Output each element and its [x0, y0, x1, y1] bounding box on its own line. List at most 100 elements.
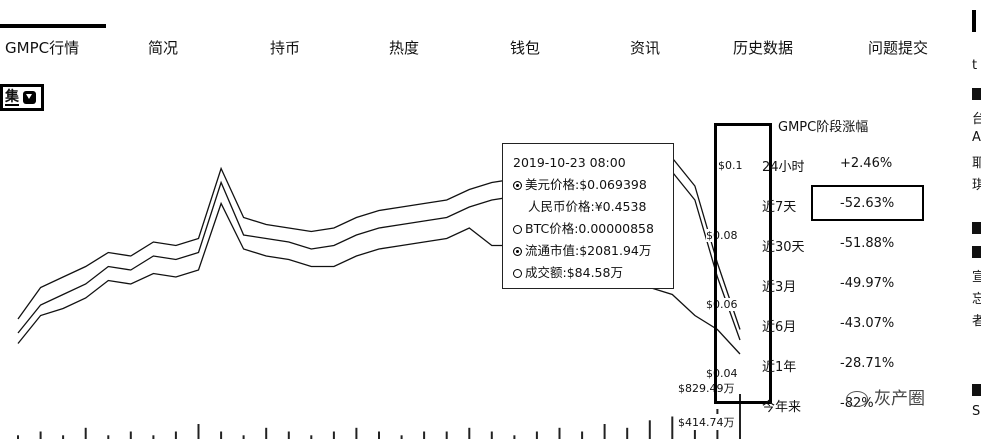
volume-bar [739, 394, 741, 439]
volume-bar [468, 427, 471, 439]
tab-history-data[interactable]: 历史数据 [733, 39, 794, 57]
chart-tooltip: 2019-10-23 08:00 美元价格:$0.069398 人民币价格:¥0… [502, 143, 674, 289]
stat-value: -43.07% [840, 316, 895, 331]
volume-bar [197, 424, 200, 439]
tooltip-btc-text: BTC价格:0.00000858 [525, 221, 654, 236]
wechat-logo-icon [846, 391, 868, 407]
sidebar-bullet-icon [972, 384, 981, 396]
volume-bar [671, 416, 674, 439]
tooltip-date: 2019-10-23 08:00 [513, 155, 626, 170]
watermark-text: 灰产圈 [874, 389, 925, 409]
volume-bar [535, 431, 538, 439]
volume-bar [603, 424, 606, 439]
volume-bar [62, 435, 65, 439]
watermark: 灰产圈 [846, 384, 925, 409]
tab-news[interactable]: 资讯 [630, 39, 661, 57]
scrollbar-handle[interactable] [972, 10, 976, 32]
sidebar-bullet-icon [972, 88, 981, 100]
tooltip-volume: 成交额:$84.58万 [513, 262, 663, 284]
sidebar-text: 者 [972, 314, 981, 329]
sidebar-text: S [972, 404, 981, 419]
volume-bar [648, 420, 651, 439]
tooltip-cny-text: 人民币价格:¥0.4538 [528, 199, 647, 214]
volume-bar [581, 431, 584, 439]
volume-bar [355, 427, 358, 439]
volume-bars [17, 394, 741, 439]
sidebar-text: 耶 [972, 156, 981, 171]
volume-bar [84, 427, 87, 439]
stat-value: -49.97% [840, 276, 895, 291]
tooltip-market-cap: 流通市值:$2081.94万 [513, 240, 663, 262]
exchange-selector[interactable]: 集 [0, 84, 44, 111]
sidebar-text: 台 [972, 112, 981, 127]
volume-bar [39, 431, 42, 439]
volume-tick-label: $414.74万 [678, 414, 735, 430]
right-sidebar [940, 0, 981, 439]
y-tick-label: $0.08 [706, 229, 738, 242]
tab-bar: GMPC行情 简况 持币 热度 钱包 资讯 历史数据 问题提交 [0, 0, 940, 60]
highlight-7d-box [811, 185, 924, 221]
volume-bar [400, 435, 403, 439]
volume-bar [490, 431, 493, 439]
stat-value: +2.46% [840, 156, 893, 171]
volume-tick-label: $829.49万 [678, 380, 735, 396]
selector-label: 集 [5, 88, 19, 106]
volume-bar [265, 427, 268, 439]
y-tick-label: $0.04 [706, 367, 738, 380]
tooltip-usd-text: 美元价格:$0.069398 [525, 177, 647, 192]
stat-label: 今年来 [762, 400, 802, 415]
volume-bar [107, 435, 110, 439]
tooltip-cny-price: 人民币价格:¥0.4538 [513, 196, 663, 218]
stat-value: -28.71% [840, 356, 895, 371]
sidebar-text: 宣 [972, 270, 981, 285]
volume-bar [626, 427, 629, 439]
volume-bar [242, 435, 245, 439]
sidebar-text: t [972, 58, 978, 73]
stat-label: 近30天 [762, 240, 805, 255]
highlight-drop-region [714, 123, 772, 404]
sidebar-text: 忘 [972, 292, 981, 307]
series-marker-icon [513, 224, 522, 234]
tab-feedback[interactable]: 问题提交 [868, 39, 929, 57]
tab-wallet[interactable]: 钱包 [510, 39, 541, 57]
volume-bar [152, 435, 155, 439]
stat-label: 近1年 [762, 360, 797, 375]
series-marker-icon [513, 268, 522, 278]
tab-overview[interactable]: 简况 [148, 39, 179, 57]
stat-label: 近3月 [762, 280, 797, 295]
stat-value: -51.88% [840, 236, 895, 251]
chevron-down-icon [23, 91, 36, 104]
volume-bar [220, 431, 223, 439]
sidebar-text: A [972, 130, 981, 145]
volume-bar [558, 427, 561, 439]
stat-label: 近7天 [762, 200, 797, 215]
volume-bar [378, 431, 380, 439]
volume-bar [17, 435, 19, 439]
sidebar-bullet-icon [972, 222, 981, 234]
volume-bar [287, 431, 290, 439]
tooltip-usd-price: 美元价格:$0.069398 [513, 174, 663, 196]
volume-bar [129, 431, 132, 439]
sidebar-text: 琪 [972, 178, 981, 193]
sidebar-bullet-icon [972, 246, 981, 258]
volume-bar [332, 431, 335, 439]
tooltip-btc-price: BTC价格:0.00000858 [513, 218, 663, 240]
volume-bar [310, 435, 313, 439]
series-marker-icon [513, 180, 522, 190]
volume-bar [693, 424, 696, 439]
volume-bar [423, 431, 426, 439]
series-marker-icon [513, 246, 522, 256]
tooltip-market-cap-text: 流通市值:$2081.94万 [525, 243, 652, 258]
tooltip-volume-text: 成交额:$84.58万 [525, 265, 623, 280]
stats-title: GMPC阶段涨幅 [778, 120, 869, 135]
tab-holdings[interactable]: 持币 [270, 39, 301, 57]
tab-popularity[interactable]: 热度 [389, 39, 420, 57]
volume-bar [174, 431, 177, 439]
tab-gmpc-market[interactable]: GMPC行情 [5, 39, 80, 57]
stat-value: -52.63% [840, 196, 895, 211]
active-tab-indicator [0, 24, 106, 28]
volume-bar [513, 435, 516, 439]
y-tick-label: $0.1 [718, 159, 743, 172]
stat-label: 24小时 [762, 160, 805, 175]
y-tick-label: $0.06 [706, 298, 738, 311]
